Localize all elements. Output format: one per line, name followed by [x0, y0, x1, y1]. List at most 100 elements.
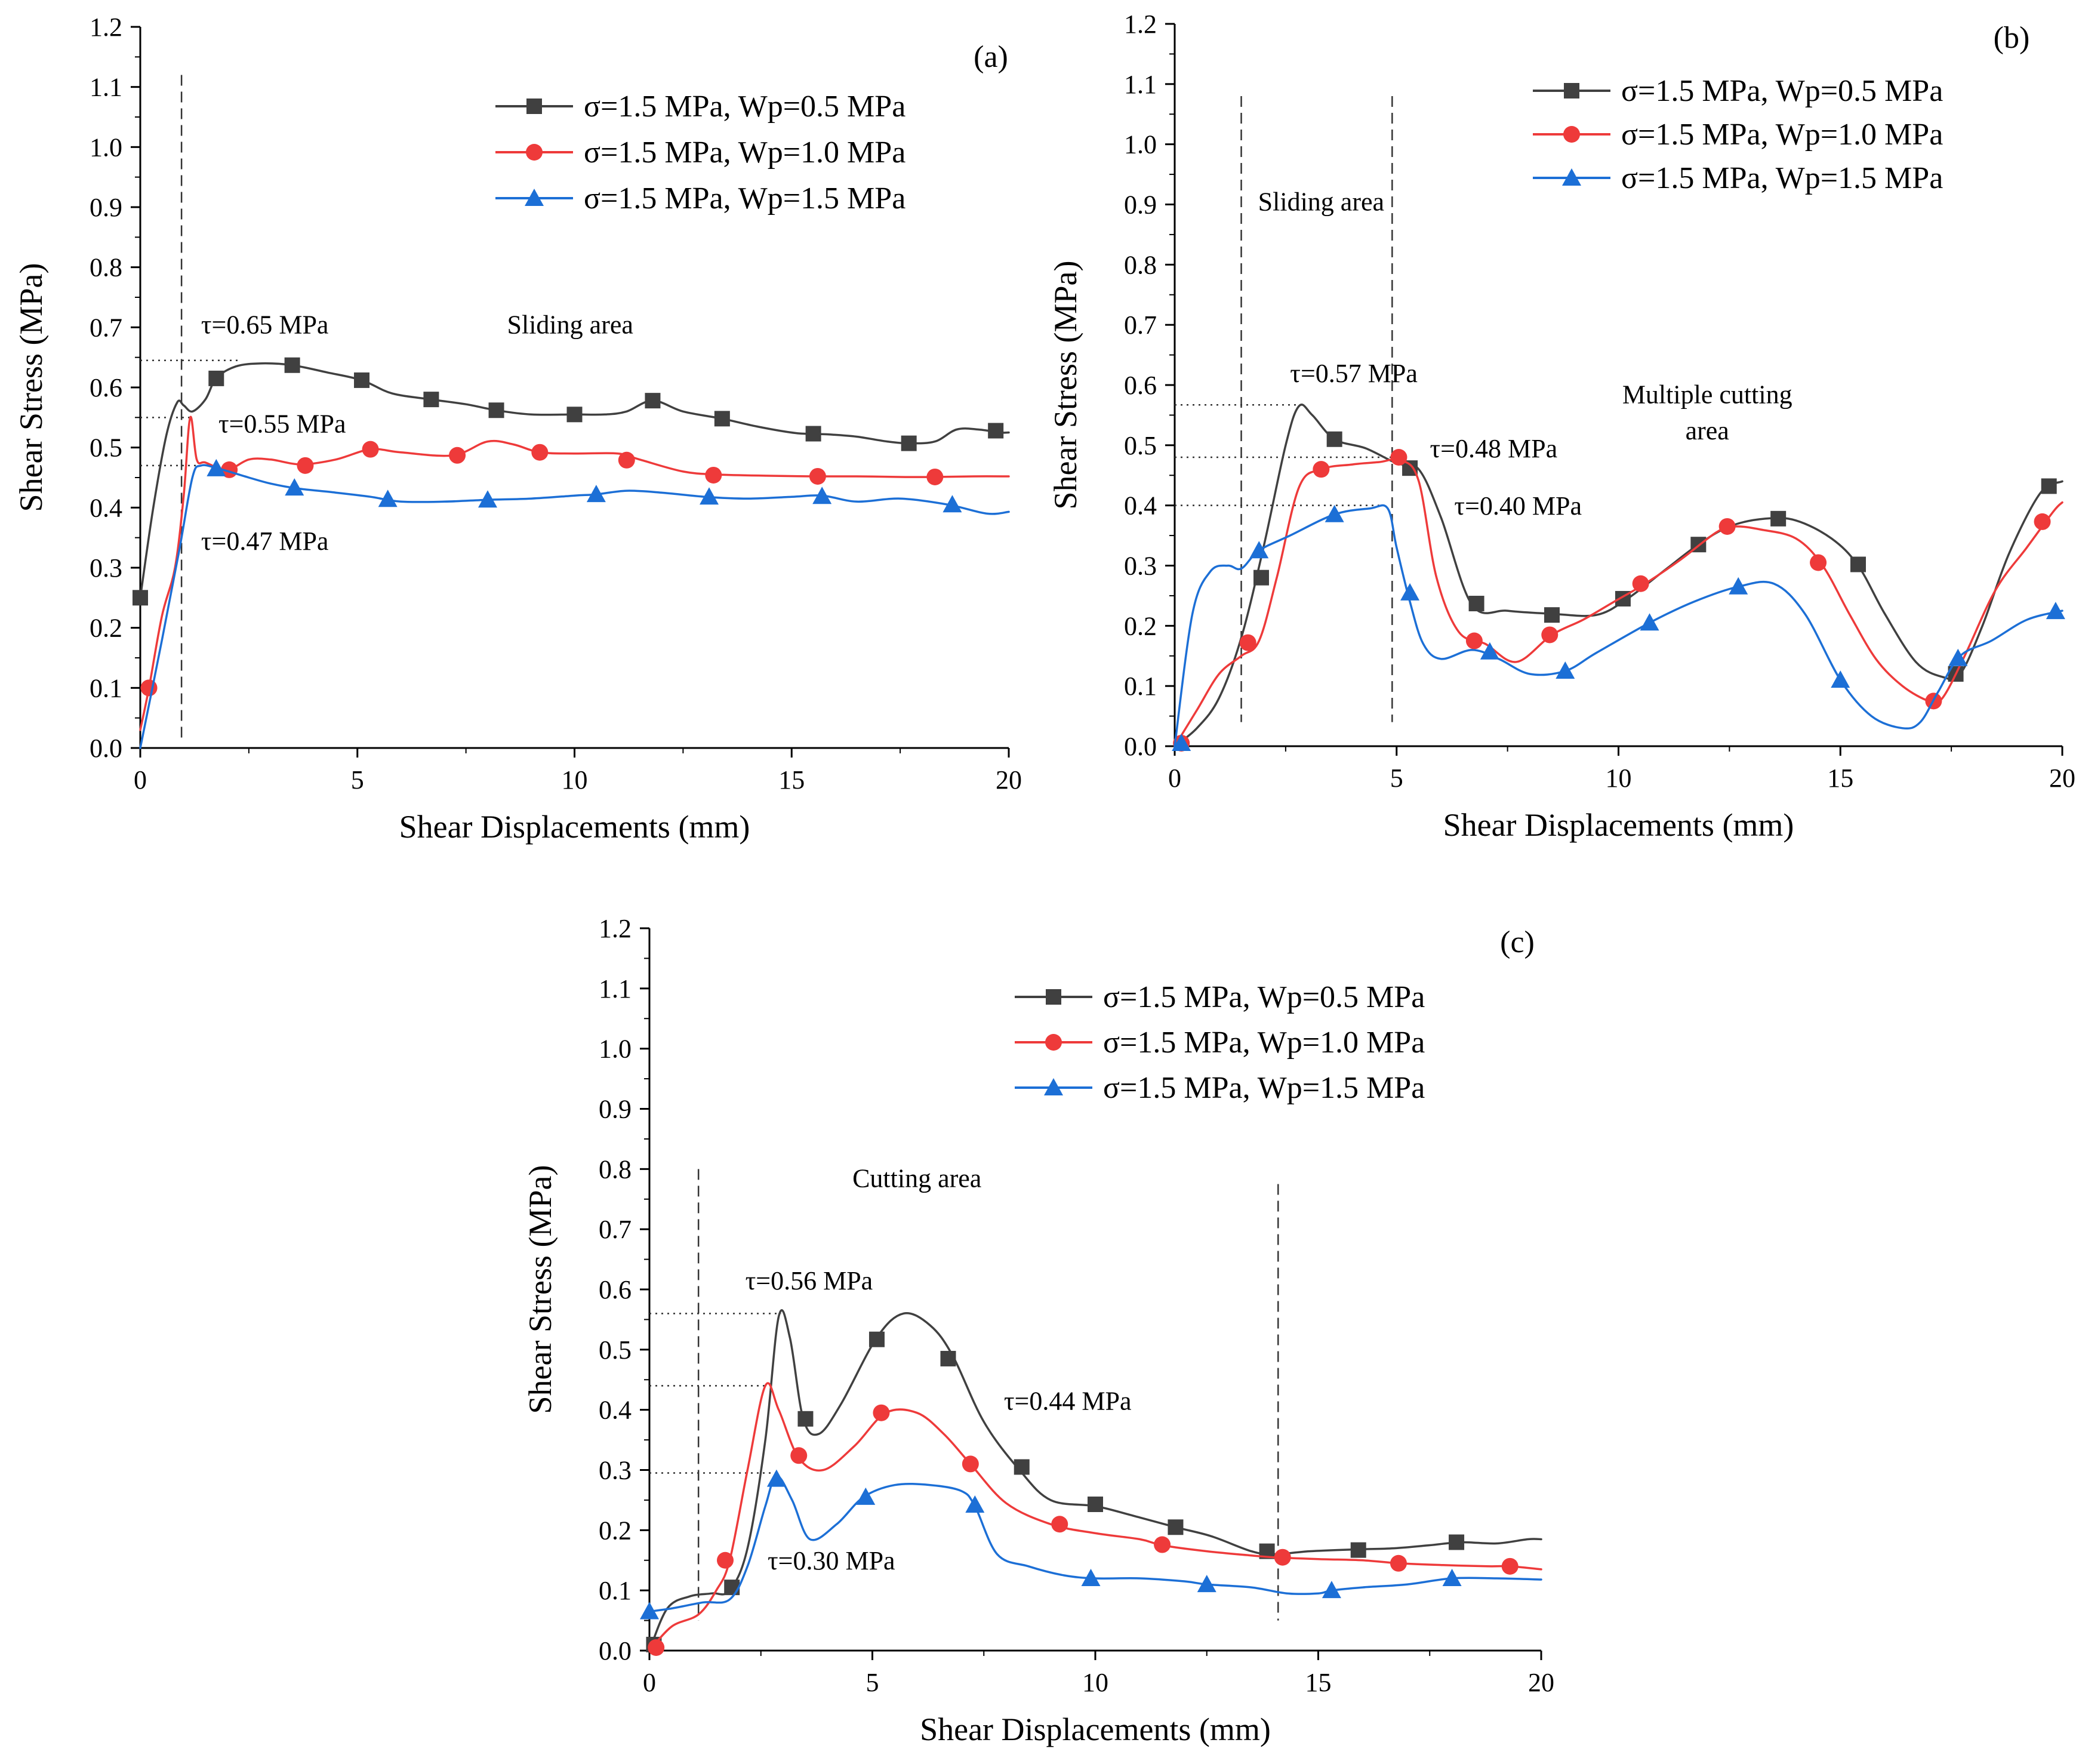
- panel-a-y-tick-label: 0.4: [90, 493, 122, 522]
- panel-b-series-2-point: [1948, 648, 1968, 666]
- panel-a-series-1-point: [705, 466, 722, 484]
- panel-b: 0.0 0.1 0.2 0.3 0.4 0.5 0.6 0.7 0.8 0.9 1.0 1.1 1.2 0…: [1048, 10, 2075, 843]
- panel-c-legend: σ=1.5 MPa, Wp=0.5 MPa σ=1.5 MPa, Wp=1.0 M…: [1015, 980, 1425, 1105]
- panel-b-legend-label: σ=1.5 MPa, Wp=0.5 MPa: [1621, 74, 1943, 108]
- panel-a-tau-annotation: τ=0.65 MPa: [201, 310, 329, 339]
- panel-c-series-0-point: [940, 1350, 956, 1366]
- panel-c: 0.0 0.1 0.2 0.3 0.4 0.5 0.6 0.7 0.8 0.9 1.0 1.1 1.2 0…: [522, 914, 1554, 1747]
- panel-c-y-tick-label: 0.8: [599, 1155, 632, 1184]
- panel-b-tau-annotation: τ=0.40 MPa: [1454, 491, 1582, 521]
- panel-b-series-1-point: [1541, 626, 1559, 644]
- panel-b-series-2-point: [1249, 541, 1269, 559]
- panel-b-legend-swatch-marker: [1562, 168, 1581, 186]
- panel-c-series-0-point: [1350, 1542, 1366, 1558]
- panel-a-y-tick-label: 0.9: [90, 193, 122, 222]
- panel-c-y-tick-label: 0.9: [599, 1095, 632, 1124]
- panel-c-x-tick-label: 5: [866, 1668, 879, 1697]
- panel-b-y-tick-label: 0.0: [1124, 732, 1157, 761]
- panel-c-series-2-point: [1322, 1581, 1341, 1599]
- panel-c-y-tick-label: 0.7: [599, 1215, 632, 1244]
- panel-b-series-1-point: [1810, 554, 1827, 571]
- panel-b-series-0-point: [2041, 478, 2057, 494]
- panel-a-y-tick-label: 0.6: [90, 373, 122, 402]
- panel-c-y-tick-label: 1.0: [599, 1035, 632, 1064]
- panel-a-y-tick-label: 1.2: [90, 13, 122, 42]
- panel-b-series-0-point: [1850, 556, 1866, 572]
- panel-a-x-axis-title: Shear Displacements (mm): [399, 809, 750, 845]
- panel-b-series-2-point: [1729, 577, 1748, 595]
- panel-a-x-tick-label: 15: [778, 765, 805, 795]
- panel-a-series-2-point: [207, 458, 226, 476]
- panel-c-x-tick-label: 10: [1082, 1668, 1108, 1697]
- panel-c-area-label: Cutting area: [852, 1164, 981, 1193]
- panel-c-series-1-point: [716, 1551, 734, 1569]
- panel-b-series-1-point: [1390, 449, 1407, 466]
- panel-a-y-tick-label: 0.3: [90, 553, 122, 583]
- panel-a-y-tick-label: 0.2: [90, 614, 122, 643]
- panel-c-series-0-point: [1168, 1519, 1184, 1535]
- panel-c-tag: (c): [1500, 925, 1535, 959]
- panel-b-y-tick-label: 0.1: [1124, 672, 1157, 701]
- panel-b-y-tick-label: 0.2: [1124, 611, 1157, 641]
- panel-a-area-label: Sliding area: [507, 310, 633, 339]
- panel-b-series-2-point: [1400, 583, 1420, 601]
- panel-a-x-tick-label: 0: [134, 765, 147, 795]
- panel-c-y-tick-label: 0.3: [599, 1456, 632, 1485]
- panel-a: 0.0 0.1 0.2 0.3 0.4 0.5 0.6 0.7 0.8 0.9 1.0 1.1 1.2 0…: [13, 13, 1022, 845]
- panel-c-series-1-point: [1390, 1554, 1407, 1572]
- panel-b-legend-swatch-marker: [1563, 126, 1580, 143]
- panel-c-series-2-point: [965, 1495, 985, 1513]
- panel-b-area-label: Sliding area: [1258, 187, 1384, 217]
- panel-b-y-tick-label: 1.1: [1124, 70, 1157, 99]
- panel-c-x-tick-label: 20: [1528, 1668, 1554, 1697]
- panel-a-series-0-point: [423, 392, 439, 408]
- panel-b-area-label: area: [1686, 416, 1729, 445]
- panel-a-tau-annotation: τ=0.55 MPa: [218, 410, 346, 439]
- panel-a-series-2-point: [943, 495, 962, 513]
- panel-b-series-1-point: [1718, 518, 1736, 535]
- panel-b-legend-swatch-marker: [1564, 83, 1579, 98]
- panel-c-series-0-line: [648, 1309, 1542, 1652]
- panel-c-y-tick-label: 0.1: [599, 1576, 632, 1605]
- panel-a-series-1-point: [618, 451, 635, 469]
- panel-c-y-tick-label: 1.1: [599, 974, 632, 1003]
- panel-a-series-0-point: [714, 411, 730, 427]
- panel-a-y-tick-label: 0.0: [90, 734, 122, 763]
- panel-b-legend-label: σ=1.5 MPa, Wp=1.0 MPa: [1621, 118, 1943, 152]
- panel-a-tau-annotation: τ=0.47 MPa: [201, 527, 329, 556]
- panel-a-series-2-point: [378, 490, 398, 507]
- panel-a-legend: σ=1.5 MPa, Wp=0.5 MPa σ=1.5 MPa, Wp=1.0 M…: [495, 90, 905, 216]
- panel-a-series-1-line: [139, 415, 1010, 731]
- panel-a-legend-label: σ=1.5 MPa, Wp=1.0 MPa: [584, 136, 905, 170]
- panel-b-x-tick-label: 20: [2049, 764, 2075, 793]
- panel-b-y-tick-label: 0.8: [1124, 250, 1157, 279]
- panel-b-y-tick-label: 0.6: [1124, 371, 1157, 400]
- panel-b-series-0-point: [1326, 431, 1342, 447]
- panel-b-series-1-point: [1465, 632, 1483, 649]
- panel-a-series-0-point: [901, 435, 917, 451]
- panel-a-legend-swatch-marker: [526, 98, 542, 114]
- panel-a-series-0-point: [645, 393, 661, 409]
- panel-b-x-tick-label: 15: [1827, 764, 1853, 793]
- panel-a-series-2-point: [700, 487, 719, 505]
- panel-c-series-0-point: [1014, 1459, 1030, 1475]
- panel-a-series-1-point: [449, 447, 466, 464]
- panel-b-series-0-point: [1770, 510, 1787, 527]
- panel-b-tau-annotation: τ=0.57 MPa: [1290, 359, 1418, 388]
- panel-a-legend-swatch-marker: [525, 189, 544, 206]
- panel-a-series-2-point: [586, 485, 606, 503]
- panel-b-tau-annotation: τ=0.48 MPa: [1430, 434, 1558, 463]
- panel-b-series-2-point: [1831, 670, 1850, 688]
- panel-a-series-1-point: [362, 441, 379, 458]
- panel-c-series-2-point: [640, 1602, 659, 1620]
- panel-a-y-tick-label: 0.8: [90, 253, 122, 282]
- panel-a-legend-label: σ=1.5 MPa, Wp=1.5 MPa: [584, 181, 905, 216]
- panel-a-y-tick-label: 0.5: [90, 433, 122, 463]
- panel-b-series-1-point: [1313, 461, 1330, 478]
- panel-c-series-2-line: [648, 1474, 1542, 1613]
- panel-b-series-1-point: [1632, 575, 1649, 592]
- panel-a-y-tick-label: 0.7: [90, 313, 122, 342]
- panel-b-legend-label: σ=1.5 MPa, Wp=1.5 MPa: [1621, 161, 1943, 195]
- panel-c-legend-label: σ=1.5 MPa, Wp=1.0 MPa: [1103, 1026, 1425, 1060]
- panel-c-series-2-point: [1197, 1575, 1216, 1593]
